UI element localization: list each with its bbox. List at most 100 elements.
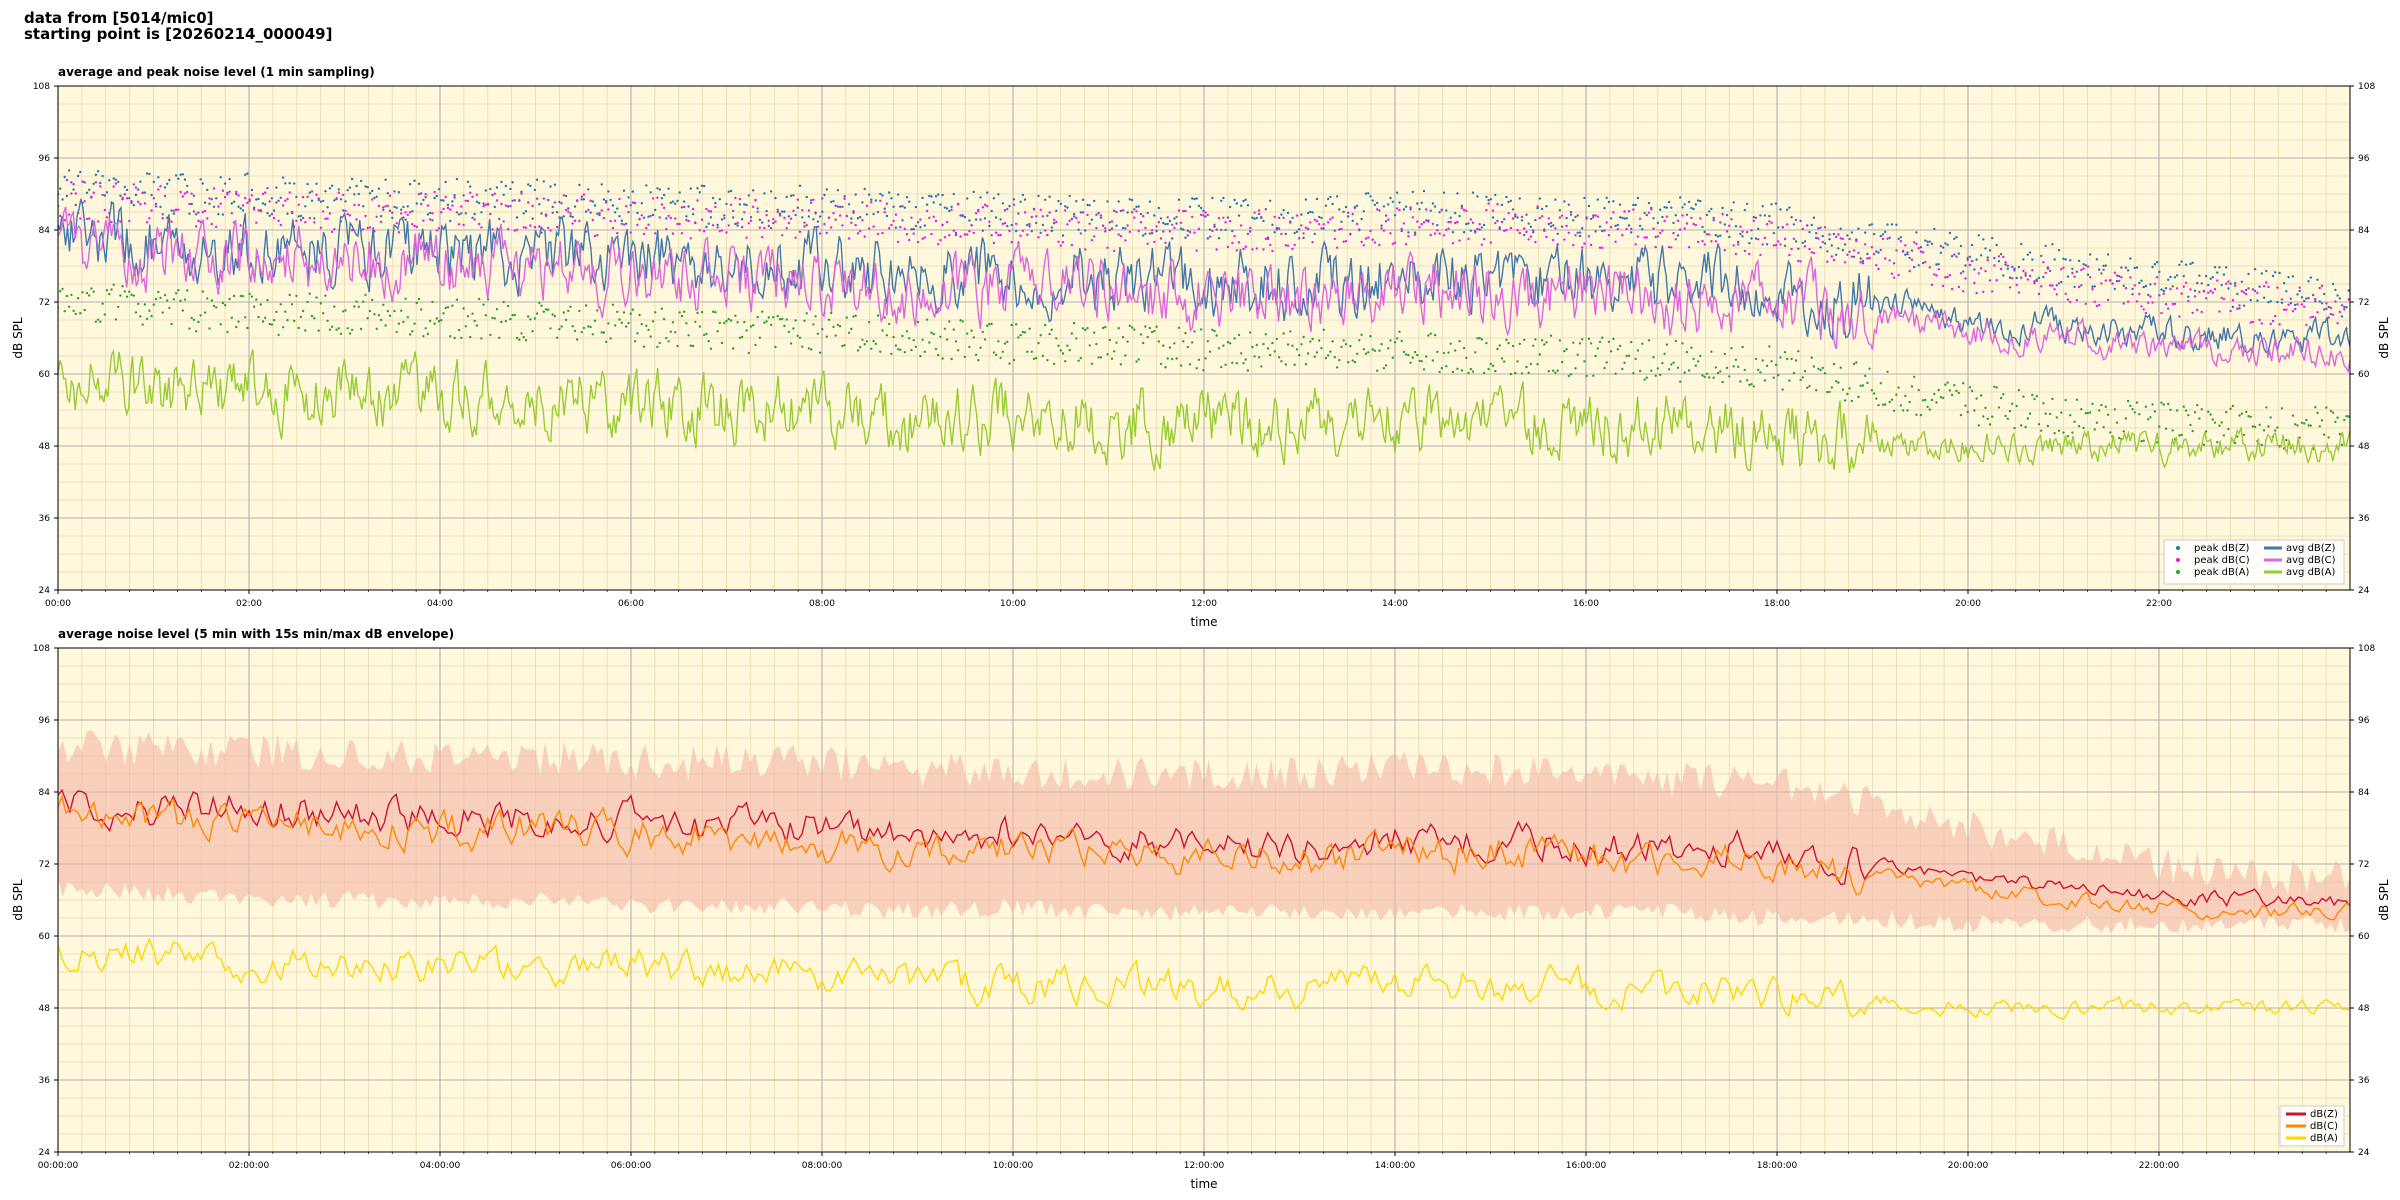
peak-point bbox=[1612, 337, 1615, 341]
peak-point bbox=[1919, 246, 1923, 249]
peak-point bbox=[709, 216, 713, 219]
peak-point bbox=[1467, 222, 1470, 225]
peak-point bbox=[2017, 291, 2021, 294]
peak-point bbox=[1598, 246, 1602, 249]
peak-point bbox=[277, 199, 280, 202]
peak-point bbox=[910, 228, 913, 231]
peak-point bbox=[691, 344, 695, 348]
peak-point bbox=[1554, 227, 1557, 230]
peak-point bbox=[1217, 217, 1221, 220]
peak-point bbox=[2267, 301, 2270, 304]
peak-point bbox=[1309, 221, 1312, 224]
peak-point bbox=[420, 202, 423, 206]
peak-point bbox=[638, 217, 641, 221]
peak-point bbox=[424, 196, 427, 199]
peak-point bbox=[1019, 234, 1022, 237]
peak-point bbox=[1699, 354, 1702, 358]
peak-point bbox=[2057, 282, 2061, 285]
peak-point bbox=[181, 309, 184, 312]
peak-point bbox=[63, 310, 66, 313]
peak-point bbox=[642, 345, 646, 348]
peak-point bbox=[843, 344, 846, 347]
peak-point bbox=[2153, 263, 2157, 266]
peak-point bbox=[484, 203, 487, 206]
peak-point bbox=[101, 174, 104, 178]
peak-point bbox=[297, 215, 300, 218]
peak-point bbox=[1895, 223, 1898, 226]
peak-point bbox=[368, 192, 372, 195]
peak-point bbox=[988, 224, 991, 228]
peak-point bbox=[1315, 351, 1319, 354]
peak-point bbox=[1001, 202, 1004, 205]
peak-point bbox=[132, 204, 135, 207]
peak-point bbox=[542, 197, 545, 200]
peak-point bbox=[2111, 282, 2114, 285]
peak-point bbox=[1547, 217, 1551, 220]
peak-point bbox=[1841, 388, 1845, 391]
peak-point bbox=[1507, 200, 1510, 204]
peak-point bbox=[333, 228, 336, 231]
peak-point bbox=[301, 309, 305, 313]
peak-point bbox=[645, 184, 648, 187]
peak-point bbox=[1538, 197, 1542, 200]
peak-point bbox=[1030, 230, 1034, 233]
peak-point bbox=[2347, 415, 2350, 418]
peak-point bbox=[1498, 344, 1501, 347]
peak-point bbox=[961, 214, 964, 218]
peak-point bbox=[1944, 383, 1947, 386]
peak-point bbox=[1059, 244, 1063, 247]
peak-point bbox=[2095, 258, 2099, 261]
peak-point bbox=[480, 337, 483, 340]
peak-point bbox=[1028, 225, 1031, 228]
y-tick-label-right: 96 bbox=[2358, 154, 2370, 164]
peak-point bbox=[2008, 286, 2012, 289]
peak-point bbox=[932, 201, 935, 204]
peak-point bbox=[1066, 206, 1069, 209]
peak-point bbox=[172, 212, 176, 215]
peak-point bbox=[1848, 237, 1851, 241]
peak-point bbox=[2115, 280, 2119, 283]
peak-point bbox=[1979, 254, 1983, 257]
peak-point bbox=[1264, 237, 1268, 240]
peak-point bbox=[747, 351, 750, 355]
y-tick-label: 48 bbox=[39, 1004, 51, 1014]
peak-point bbox=[2249, 415, 2252, 418]
peak-point bbox=[914, 205, 918, 209]
series-line bbox=[58, 348, 2350, 473]
peak-point bbox=[2316, 311, 2319, 314]
peak-point bbox=[852, 315, 855, 318]
peak-point bbox=[417, 297, 421, 301]
peak-point bbox=[2022, 269, 2025, 273]
peak-point bbox=[1244, 358, 1247, 361]
peak-point bbox=[471, 195, 474, 198]
peak-point bbox=[1819, 226, 1822, 229]
peak-point bbox=[1592, 214, 1595, 217]
peak-point bbox=[1369, 335, 1372, 338]
peak-point bbox=[270, 212, 274, 216]
peak-point bbox=[1563, 200, 1566, 203]
peak-point bbox=[647, 223, 650, 226]
peak-point bbox=[725, 202, 728, 206]
peak-point bbox=[455, 298, 459, 301]
peak-point bbox=[1235, 362, 1239, 365]
peak-point bbox=[114, 178, 118, 181]
peak-point bbox=[1204, 211, 1207, 214]
peak-point bbox=[2051, 284, 2054, 287]
peak-point bbox=[1583, 360, 1586, 363]
peak-point bbox=[449, 335, 452, 338]
peak-point bbox=[1396, 337, 1399, 340]
peak-point bbox=[1558, 209, 1562, 212]
peak-point bbox=[1066, 223, 1069, 226]
peak-point bbox=[1888, 400, 1891, 404]
peak-point bbox=[551, 205, 554, 209]
peak-point bbox=[2202, 443, 2206, 446]
peak-point bbox=[1948, 231, 1952, 235]
peak-point bbox=[453, 336, 456, 340]
peak-point bbox=[2004, 414, 2007, 418]
peak-point bbox=[587, 208, 590, 212]
peak-point bbox=[433, 190, 436, 194]
peak-point bbox=[571, 222, 574, 225]
x-tick-label: 00:00 bbox=[45, 599, 71, 609]
peak-point bbox=[636, 211, 639, 215]
peak-point bbox=[1228, 220, 1232, 223]
